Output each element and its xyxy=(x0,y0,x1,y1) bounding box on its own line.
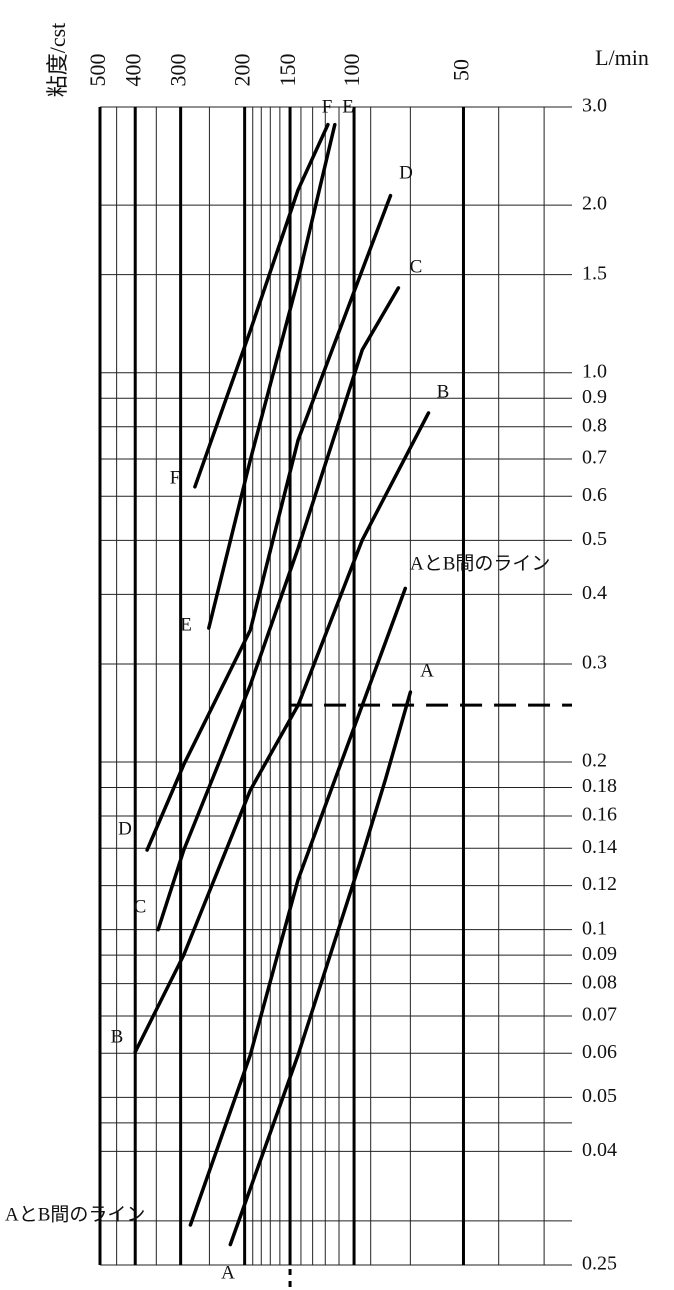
y-tick-label: 0.1 xyxy=(582,917,607,939)
y-tick-label: 0.5 xyxy=(582,528,607,550)
y-tick-label: 0.05 xyxy=(582,1085,617,1107)
y-tick-label: 0.9 xyxy=(582,386,607,408)
y-tick-label: 0.18 xyxy=(582,775,617,797)
y-tick-label: 1.0 xyxy=(582,360,607,382)
series-label: E xyxy=(180,614,192,635)
y-axis-label: L/min xyxy=(595,45,649,70)
y-tick-label: 0.25 xyxy=(582,1253,617,1275)
series-line xyxy=(207,122,337,630)
series-label: C xyxy=(134,896,147,917)
series-label: E xyxy=(342,96,354,117)
series-label: A xyxy=(420,660,434,681)
series-line xyxy=(228,690,413,1247)
x-axis-label: 粘度/cst xyxy=(45,23,70,98)
y-tick-label: 0.16 xyxy=(582,804,617,826)
series-label: D xyxy=(399,162,413,183)
series-line xyxy=(133,411,431,1054)
y-tick-label: 2.0 xyxy=(582,193,607,215)
y-tick-label: 0.12 xyxy=(582,873,617,895)
series-line xyxy=(193,122,330,489)
series-label: AとB間のライン xyxy=(5,1204,145,1225)
y-tick-label: 0.04 xyxy=(582,1139,617,1161)
y-tick-label: 0.2 xyxy=(582,750,607,772)
series-line xyxy=(156,286,401,932)
y-tick-label: 0.3 xyxy=(582,652,607,674)
y-tick-label: 0.07 xyxy=(582,1004,617,1026)
y-tick-label: 0.08 xyxy=(582,971,617,993)
series-label: D xyxy=(118,818,132,839)
y-tick-label: 0.7 xyxy=(582,447,607,469)
series-label: B xyxy=(437,381,450,402)
y-tick-label: 0.8 xyxy=(582,414,607,436)
x-tick-label: 200 xyxy=(230,54,255,87)
x-tick-label: 500 xyxy=(85,54,110,87)
y-tick-label: 0.14 xyxy=(582,836,617,858)
y-tick-label: 1.5 xyxy=(582,262,607,284)
x-tick-label: 150 xyxy=(275,54,300,87)
x-tick-label: 50 xyxy=(449,59,474,81)
series-label: A xyxy=(221,1262,235,1283)
x-tick-label: 400 xyxy=(120,54,145,87)
series-label: AとB間のライン xyxy=(410,553,550,574)
series-label: F xyxy=(170,467,181,488)
y-tick-label: 0.06 xyxy=(582,1041,617,1063)
y-tick-label: 3.0 xyxy=(582,95,607,117)
y-tick-label: 0.4 xyxy=(582,582,607,604)
x-tick-label: 300 xyxy=(166,54,191,87)
y-tick-label: 0.6 xyxy=(582,484,607,506)
series-label: B xyxy=(111,1026,124,1047)
series-label: C xyxy=(410,256,423,277)
series-label: F xyxy=(322,96,333,117)
x-tick-label: 100 xyxy=(339,54,364,87)
series-line xyxy=(188,586,408,1227)
y-tick-label: 0.09 xyxy=(582,943,617,965)
series-line xyxy=(145,193,393,852)
